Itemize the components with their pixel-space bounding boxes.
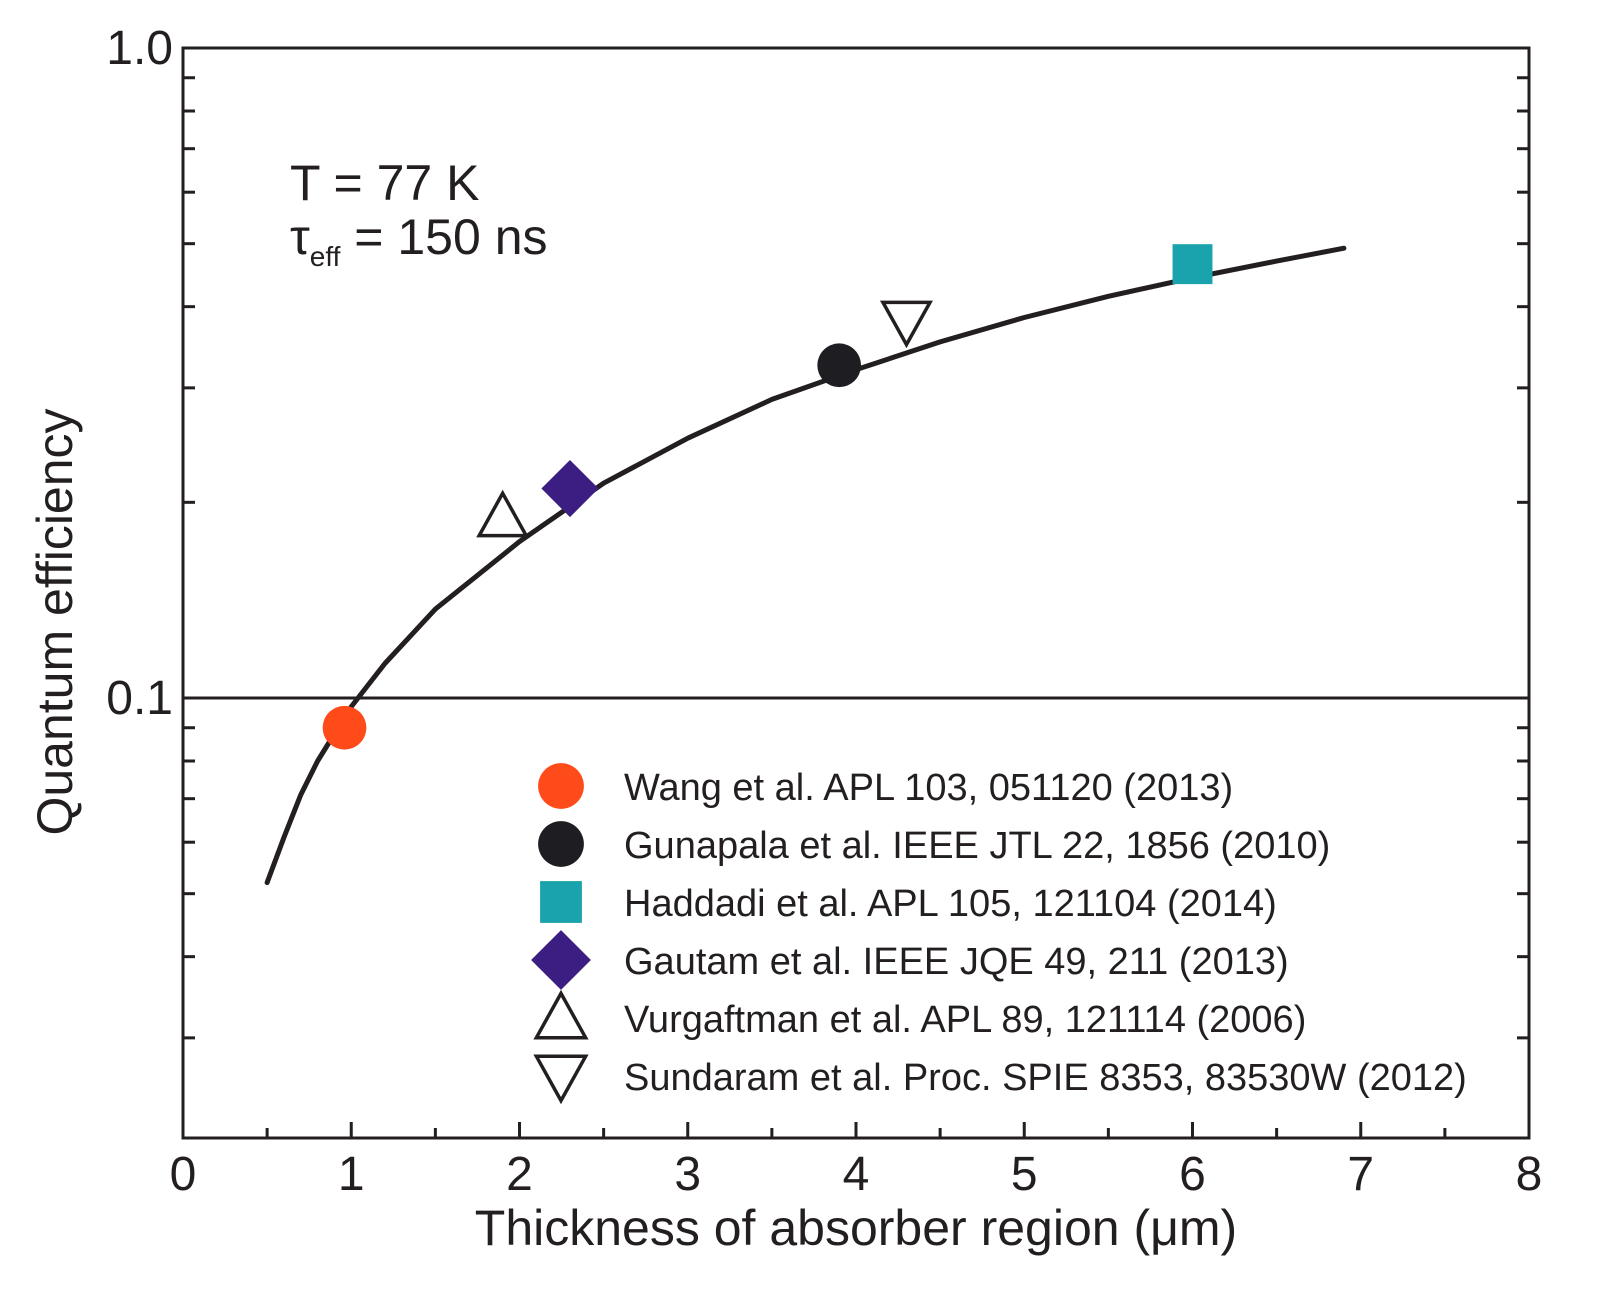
annotation-lifetime: τeff = 150 ns: [290, 209, 548, 272]
data-points: [322, 244, 1213, 750]
legend-label: Wang et al. APL 103, 051120 (2013): [624, 767, 1233, 809]
x-tick-labels: 0 1 2 3 4 5 6 7 8: [170, 1148, 1543, 1201]
legend-label: Vurgaftman et al. APL 89, 121114 (2006): [624, 999, 1306, 1041]
legend-marker-triangle-down: [533, 1054, 589, 1105]
data-point-diamond: [541, 459, 599, 518]
legend-label: Gunapala et al. IEEE JTL 22, 1856 (2010): [624, 825, 1330, 867]
y-tick-labels: 1.0 0.1: [106, 22, 173, 725]
legend-label: Sundaram et al. Proc. SPIE 8353, 83530W …: [624, 1057, 1467, 1099]
legend-label: Haddadi et al. APL 105, 121104 (2014): [624, 883, 1277, 925]
legend-marker-circle: [538, 763, 584, 809]
legend: Wang et al. APL 103, 051120 (2013) Gunapa…: [531, 763, 1467, 1105]
legend-marker-diamond: [531, 930, 591, 990]
axis-ticks: [181, 46, 1531, 1138]
model-curve-group: [264, 245, 1347, 886]
annotation-temperature: T = 77 K: [290, 155, 479, 211]
x-tick-label: 5: [1011, 1148, 1038, 1201]
x-tick-label: 4: [843, 1148, 870, 1201]
x-tick-label: 0: [170, 1148, 197, 1201]
x-tick-label: 3: [674, 1148, 701, 1201]
model-curve: [264, 245, 1347, 886]
y-axis-label: Quantum efficiency: [27, 408, 83, 835]
legend-label: Gautam et al. IEEE JQE 49, 211 (2013): [624, 941, 1289, 983]
annotation-tau-value: = 150 ns: [340, 209, 547, 265]
data-point-circle: [322, 705, 367, 750]
legend-marker-circle: [538, 821, 584, 867]
data-point-triangle-down: [879, 300, 933, 349]
x-tick-label: 2: [506, 1148, 533, 1201]
y-tick-label: 1.0: [106, 22, 173, 75]
x-axis-label: Thickness of absorber region (μm): [475, 1200, 1237, 1256]
y-tick-label: 0.1: [106, 672, 173, 725]
x-tick-label: 7: [1347, 1148, 1374, 1201]
x-tick-label: 6: [1179, 1148, 1206, 1201]
annotation-tau-symbol: τ: [290, 209, 310, 265]
annotation-tau-subscript: eff: [310, 241, 341, 272]
legend-marker-square: [540, 881, 582, 923]
data-point-circle: [817, 343, 862, 388]
x-tick-label: 1: [338, 1148, 365, 1201]
legend-marker-triangle-up: [533, 989, 589, 1040]
x-tick-label: 8: [1516, 1148, 1543, 1201]
data-point-square: [1172, 244, 1213, 285]
data-point-triangle-up: [476, 489, 530, 538]
